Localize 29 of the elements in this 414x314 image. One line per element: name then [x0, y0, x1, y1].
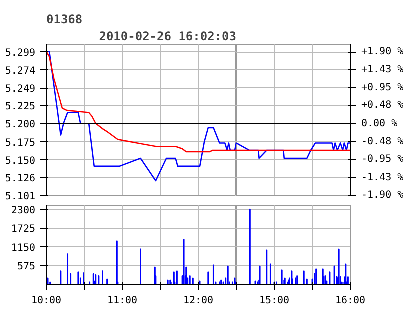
y-tick-label: 1725 — [11, 224, 36, 236]
y-tick-label: 5.249 — [5, 84, 36, 96]
y-tick-label: 2300 — [11, 205, 36, 216]
y-tick-label: 1150 — [11, 242, 36, 254]
y2-tick-label: +0.95 % — [362, 82, 404, 94]
x-tick-label: 15:00 — [259, 296, 290, 306]
y-tick-label: 5.299 — [5, 48, 36, 59]
chart-title: 01368 — [46, 12, 83, 26]
y-tick-label: 5.126 — [5, 173, 36, 184]
y2-tick-label: +1.90 % — [362, 46, 404, 58]
chart-subtitle: 2010-02-26 16:02:03 — [99, 30, 237, 44]
x-tick-label: 10:00 — [31, 296, 62, 306]
y-tick-label: 5.150 — [5, 156, 36, 167]
y2-tick-label: -0.48 % — [362, 136, 404, 148]
y2-tick-label: -1.90 % — [362, 190, 404, 201]
x-tick-label: 16:00 — [335, 296, 366, 306]
y-tick-label: 575 — [17, 262, 36, 273]
y-tick-label: 5.175 — [5, 138, 36, 149]
y-tick-label: 5.225 — [5, 101, 36, 112]
y2-tick-label: +0.48 % — [362, 100, 404, 112]
y2-tick-label: +1.43 % — [362, 64, 404, 76]
y-tick-label: 5.200 — [5, 120, 36, 131]
y2-tick-label: 0.00 % — [362, 118, 398, 130]
y2-tick-label: -0.95 % — [362, 154, 404, 166]
y-tick-label: 5.101 — [5, 192, 36, 202]
x-tick-label: 11:00 — [107, 296, 138, 306]
y2-tick-label: -1.43 % — [362, 172, 404, 184]
x-tick-label: 12:00 — [183, 296, 214, 306]
y-tick-label: 5.274 — [5, 66, 36, 77]
